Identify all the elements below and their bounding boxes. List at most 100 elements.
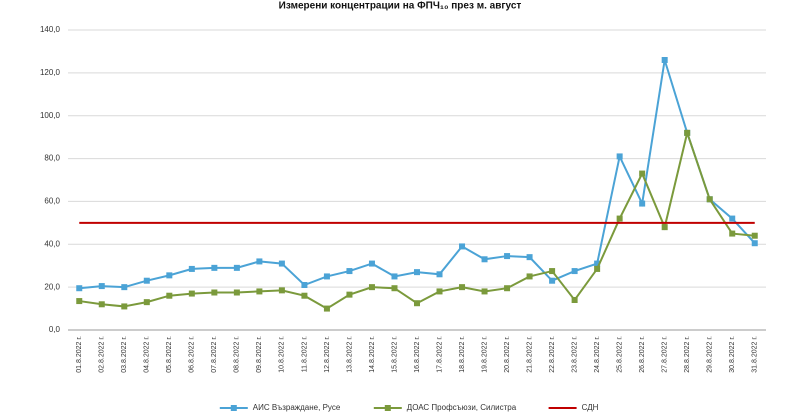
x-tick-label: 02.8.2022 г.	[99, 336, 106, 373]
data-point	[256, 288, 263, 295]
x-tick-label: 08.8.2022 г.	[234, 336, 241, 373]
data-point	[211, 264, 218, 271]
data-point	[751, 232, 758, 239]
data-point	[368, 260, 375, 267]
x-tick-label: 26.8.2022 г.	[639, 336, 646, 373]
x-tick-label: 03.8.2022 г.	[121, 336, 128, 373]
data-point	[639, 200, 646, 207]
data-point	[549, 277, 556, 284]
x-tick-label: 25.8.2022 г.	[616, 336, 623, 373]
data-point	[98, 301, 105, 308]
data-point	[639, 170, 646, 177]
data-point	[301, 282, 308, 288]
x-tick-label: 24.8.2022 г.	[594, 336, 601, 373]
data-point	[729, 230, 736, 237]
data-point	[459, 243, 466, 250]
data-point	[706, 196, 713, 203]
data-point	[504, 285, 511, 292]
data-point	[188, 265, 195, 272]
data-point	[301, 292, 308, 299]
x-tick-label: 12.8.2022 г.	[324, 336, 331, 373]
x-tick-label: 28.8.2022 г.	[684, 336, 691, 373]
x-tick-label: 22.8.2022 г.	[549, 336, 556, 373]
data-point	[233, 264, 240, 271]
data-point	[346, 268, 353, 275]
series-line	[79, 59, 756, 290]
data-point	[616, 153, 623, 160]
legend-marker	[230, 405, 237, 411]
x-tick-label: 29.8.2022 г.	[707, 336, 714, 373]
data-point	[391, 273, 398, 280]
x-tick-label: 21.8.2022 г.	[526, 336, 533, 373]
data-point	[504, 253, 511, 260]
legend-label: АИС Възраждане, Русе	[253, 403, 341, 412]
data-point	[256, 258, 263, 265]
data-point	[571, 268, 578, 275]
y-tick-label: 80,0	[44, 154, 60, 163]
y-tick-label: 100,0	[40, 111, 61, 120]
legend-label: СДН	[582, 403, 599, 412]
data-point	[233, 289, 240, 296]
data-point	[368, 284, 375, 291]
x-tick-label: 23.8.2022 г.	[571, 336, 578, 373]
x-tick-label: 27.8.2022 г.	[662, 336, 669, 373]
x-tick-label: 05.8.2022 г.	[166, 336, 173, 373]
data-point	[391, 285, 398, 292]
data-point	[323, 273, 330, 280]
data-point	[751, 240, 758, 247]
data-point	[459, 284, 466, 291]
data-point	[684, 129, 691, 136]
data-point	[121, 303, 128, 310]
x-tick-label: 31.8.2022 г.	[752, 336, 759, 373]
data-point	[661, 224, 668, 231]
x-tick-label: 30.8.2022 г.	[729, 336, 736, 373]
data-point	[481, 256, 488, 263]
data-point	[98, 283, 105, 290]
data-point	[729, 215, 736, 222]
series-line	[79, 129, 755, 310]
data-point	[76, 285, 83, 292]
y-tick-label: 0,0	[49, 325, 61, 334]
data-point	[616, 215, 623, 222]
y-tick-label: 140,0	[40, 25, 61, 34]
x-tick-label: 10.8.2022 г.	[279, 336, 286, 373]
data-point	[436, 288, 443, 295]
y-tick-label: 40,0	[44, 239, 60, 248]
data-point	[346, 291, 353, 298]
data-point	[436, 271, 443, 278]
x-tick-label: 19.8.2022 г.	[481, 336, 488, 373]
data-point	[481, 288, 488, 295]
x-tick-label: 15.8.2022 г.	[391, 336, 398, 373]
data-point	[571, 297, 578, 303]
x-tick-label: 06.8.2022 г.	[189, 336, 196, 373]
legend-marker	[384, 405, 391, 411]
data-point	[76, 298, 83, 305]
data-point	[661, 57, 668, 63]
y-tick-label: 20,0	[44, 282, 60, 291]
x-tick-label: 14.8.2022 г.	[369, 336, 376, 373]
legend-label: ДОАС Профсъюзи, Силистра	[407, 403, 517, 412]
data-point	[211, 289, 218, 296]
data-point	[594, 265, 601, 272]
data-point	[166, 272, 173, 279]
x-tick-label: 20.8.2022 г.	[504, 336, 511, 373]
x-tick-label: 04.8.2022 г.	[144, 336, 151, 373]
data-point	[323, 305, 330, 312]
x-tick-label: 16.8.2022 г.	[414, 336, 421, 373]
data-point	[278, 287, 285, 294]
x-tick-label: 11.8.2022 г.	[301, 336, 308, 372]
data-point	[549, 268, 556, 275]
data-point	[526, 254, 533, 261]
data-point	[143, 277, 150, 284]
data-point	[594, 260, 601, 267]
data-point	[414, 269, 420, 276]
y-tick-label: 120,0	[40, 68, 61, 77]
x-tick-label: 18.8.2022 г.	[459, 336, 466, 373]
data-point	[121, 284, 128, 291]
x-tick-label: 09.8.2022 г.	[256, 336, 263, 373]
chart-title: Измерени концентрации на ФПЧ₁₀ през м. а…	[279, 1, 522, 12]
data-point	[278, 260, 285, 267]
x-tick-label: 07.8.2022 г.	[211, 336, 218, 373]
data-point	[166, 292, 173, 299]
